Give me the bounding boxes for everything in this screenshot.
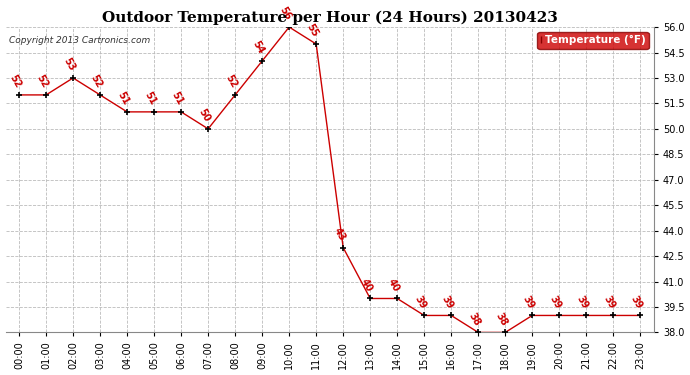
Text: 52: 52 xyxy=(34,73,50,90)
Text: 38: 38 xyxy=(466,310,482,327)
Text: 39: 39 xyxy=(413,294,428,310)
Text: Copyright 2013 Cartronics.com: Copyright 2013 Cartronics.com xyxy=(9,36,150,45)
Text: 52: 52 xyxy=(224,73,239,90)
Text: 51: 51 xyxy=(115,90,130,107)
Text: 56: 56 xyxy=(277,5,293,22)
Text: 38: 38 xyxy=(493,310,509,327)
Text: 40: 40 xyxy=(386,277,401,293)
Text: 40: 40 xyxy=(358,277,374,293)
Text: 51: 51 xyxy=(142,90,158,107)
Text: 50: 50 xyxy=(197,107,212,124)
Text: 43: 43 xyxy=(331,226,347,243)
Text: 54: 54 xyxy=(250,39,266,56)
Text: 39: 39 xyxy=(440,294,455,310)
Text: 52: 52 xyxy=(8,73,23,90)
Text: 39: 39 xyxy=(602,294,617,310)
Text: 52: 52 xyxy=(88,73,104,90)
Text: 55: 55 xyxy=(304,22,320,39)
Text: 39: 39 xyxy=(629,294,644,310)
Text: 39: 39 xyxy=(520,294,536,310)
Title: Outdoor Temperature per Hour (24 Hours) 20130423: Outdoor Temperature per Hour (24 Hours) … xyxy=(101,10,558,24)
Text: 39: 39 xyxy=(547,294,563,310)
Text: 51: 51 xyxy=(169,90,185,107)
Text: 53: 53 xyxy=(61,56,77,73)
Legend: Temperature (°F): Temperature (°F) xyxy=(538,32,649,49)
Text: 39: 39 xyxy=(575,294,590,310)
